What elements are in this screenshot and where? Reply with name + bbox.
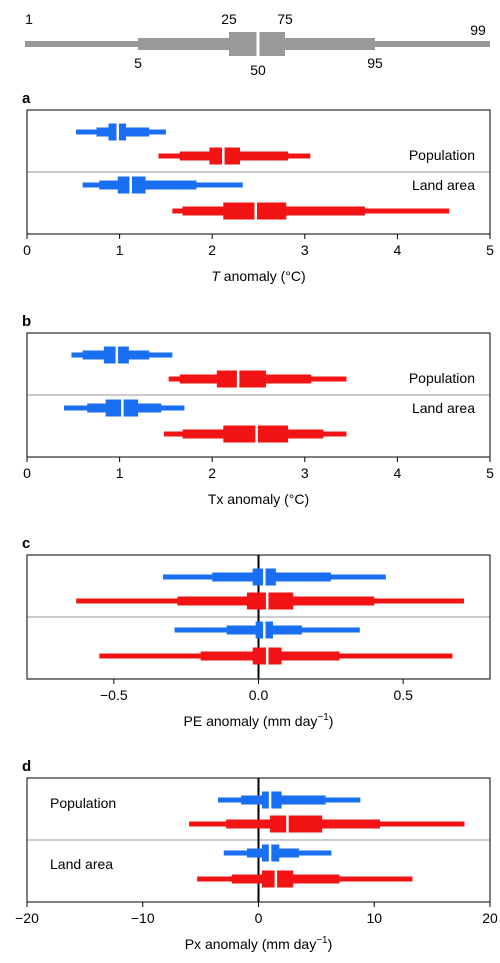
blue-row-1-p25-p75-bar [261,791,282,809]
plot-frame [26,109,491,235]
blue-row-3-median-mark [263,621,266,639]
blue-row-1-median-mark [115,346,119,364]
blue-row-1-median-mark [268,791,272,809]
x-tick-label: 0.5 [393,687,413,703]
red-row-4-median-mark [274,870,278,888]
red-row-2-median-mark [265,592,269,610]
red-row-2-p25-p75-bar [246,592,294,610]
blue-row-3-p5-p95-bar [99,180,197,190]
red-row-2-median-mark [222,147,225,165]
x-axis-label: Px anomaly (mm day−1) [185,935,333,952]
red-row-2-median-mark [286,815,289,833]
group-label: Population [409,370,475,386]
x-tick-label: 1 [116,465,124,481]
percentile-legend: 1 25 75 99 5 50 95 [25,11,490,78]
blue-row-1-median-mark [263,568,266,586]
x-axis-label: PE anomaly (mm day−1) [184,712,334,729]
x-tick-label: 5 [486,465,494,481]
red-row-2-median-mark [236,370,240,388]
x-tick-label: −20 [15,910,39,926]
panel-label-b: b [22,313,31,330]
blue-row-1-median-mark [116,123,119,141]
x-axis-label: Tx anomaly (°C) [208,491,309,507]
group-label: Population [409,147,475,163]
red-row-2-p25-p75-bar [270,815,323,833]
panel-label-c: c [22,535,30,552]
x-tick-label: 1 [116,242,124,258]
blue-row-3-median-mark [121,399,124,417]
group-label: Population [50,795,116,811]
red-row-2-p25-p75-bar [216,370,266,388]
x-tick-label: 0 [23,465,31,481]
blue-row-3-median-mark [129,176,132,194]
red-row-2-p25-p75-bar [209,147,240,165]
panel-label-d: d [22,758,31,775]
legend-label-p95: 95 [367,55,383,71]
red-row-4-median-mark [255,425,258,443]
group-label: Land area [412,400,475,416]
x-tick-label: 0 [255,910,263,926]
red-row-4-p25-p75-bar [261,870,294,888]
x-tick-label: 0 [23,242,31,258]
legend-label-p99: 99 [470,22,486,38]
x-tick-label: −10 [131,910,155,926]
x-axis-label: T anomaly (°C) [211,268,305,284]
x-tick-label: 2 [208,465,216,481]
x-tick-label: 4 [394,242,402,258]
legend-label-p75: 75 [277,11,293,27]
red-row-4-median-mark [254,202,257,220]
group-label: Land area [50,856,113,872]
red-row-4-median-mark [265,647,269,665]
x-tick-label: 3 [301,465,309,481]
x-tick-label: −0.5 [100,687,128,703]
group-label: Land area [412,177,475,193]
blue-row-3-median-mark [268,844,272,862]
x-tick-label: 3 [301,242,309,258]
legend-label-p50: 50 [250,62,266,78]
panel-label-a: a [22,90,31,107]
legend-label-p25: 25 [221,11,237,27]
plot-frame [26,332,491,458]
x-tick-label: 20 [482,910,498,926]
x-tick-label: 5 [486,242,494,258]
legend-label-p5: 5 [134,55,142,71]
x-tick-label: 0.0 [249,687,269,703]
legend-median-mark [256,32,260,56]
x-tick-label: 2 [208,242,216,258]
blue-row-1-p5-p95-bar [241,795,326,805]
x-tick-label: 10 [366,910,382,926]
legend-label-p1: 1 [25,11,33,27]
x-tick-label: 4 [394,465,402,481]
